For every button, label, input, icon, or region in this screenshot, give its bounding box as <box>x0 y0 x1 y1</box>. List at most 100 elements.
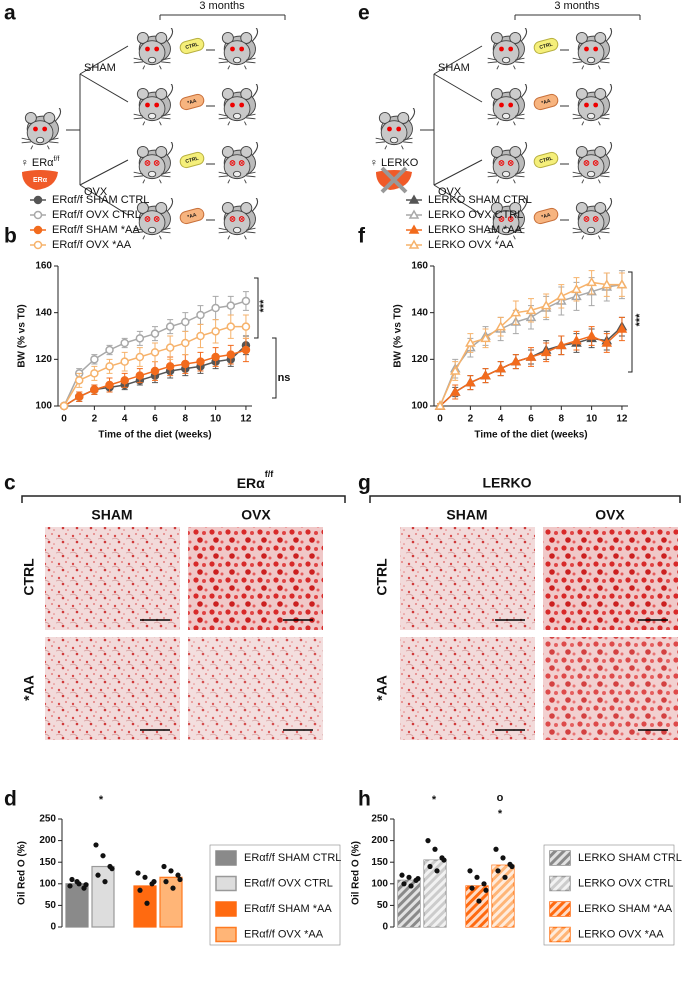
mouse <box>572 28 613 70</box>
marker <box>434 400 446 410</box>
histology-title: ERαf/f <box>237 469 275 490</box>
marker <box>465 337 476 347</box>
treatment-label: *AA <box>541 98 552 106</box>
marker <box>510 356 522 366</box>
marker <box>465 377 476 387</box>
marker <box>196 331 205 341</box>
y-tick-label: 250 <box>39 814 56 825</box>
legend-marker <box>408 194 420 204</box>
legend-swatch <box>215 875 237 892</box>
marker <box>74 376 84 385</box>
data-point <box>425 838 431 844</box>
legend-marker <box>408 239 420 249</box>
treatment-pill <box>533 37 559 55</box>
column-label: SHAM <box>446 507 487 523</box>
y-tick-label: 200 <box>371 835 388 846</box>
x-tick-label: 8 <box>559 414 565 425</box>
y-tick-label: 100 <box>39 878 56 889</box>
annotation: * <box>498 808 503 820</box>
diagram: 3 months SHAM OVX ♀ LERKO <box>370 0 641 216</box>
x-tick-label: 0 <box>61 414 67 425</box>
data-point <box>142 874 148 880</box>
mouse <box>218 28 259 70</box>
genotype: ♀ ERαf/f <box>21 156 60 169</box>
marker <box>135 352 145 362</box>
x-tick-label: 12 <box>240 414 252 425</box>
y-tick-label: 160 <box>411 261 428 272</box>
y-tick-label: 0 <box>50 922 56 933</box>
marker <box>90 369 99 378</box>
data-point <box>109 866 115 872</box>
y-tick-label: 100 <box>411 401 428 412</box>
marker <box>480 370 491 380</box>
chart: BW (% vs T0) 100 120 140 160 *** ns 0 2 4 6 8 10 12 Ti… <box>17 194 291 441</box>
marker <box>226 301 236 310</box>
treatment-label: *AA <box>187 212 198 220</box>
marker <box>196 357 205 366</box>
bar <box>159 876 183 928</box>
legend-hatch <box>550 876 570 891</box>
duration: 3 months <box>554 0 600 12</box>
row-label: *AA <box>21 675 37 701</box>
column-label: OVX <box>595 507 625 523</box>
y-axis-label: Oil Red O (%) <box>17 841 28 905</box>
marker <box>571 283 582 294</box>
data-point <box>69 876 75 883</box>
marker <box>586 330 597 340</box>
marker <box>74 392 84 401</box>
x-tick-label: 4 <box>122 414 128 425</box>
data-point <box>100 853 106 859</box>
annotation: *** <box>258 299 270 313</box>
marker <box>226 322 236 331</box>
data-point <box>476 898 482 904</box>
treatment-pill <box>533 207 559 225</box>
marker <box>241 322 251 331</box>
mouse <box>487 84 528 126</box>
annotation: o <box>497 792 504 804</box>
mouse <box>133 142 174 184</box>
y-tick-label: 120 <box>411 354 428 365</box>
bar-hatch <box>398 880 420 927</box>
legend-hatch <box>550 851 570 865</box>
marker <box>90 355 99 364</box>
micrograph <box>188 637 323 740</box>
row-label: CTRL <box>374 558 390 596</box>
marker <box>211 327 220 336</box>
x-tick-label: 0 <box>437 414 443 425</box>
y-tick-label: 0 <box>382 922 388 933</box>
legend-hatch <box>550 902 570 916</box>
legend-label: ERαf/f OVX CTRL <box>52 209 141 221</box>
panel-label: c <box>4 472 16 495</box>
data-point <box>67 883 73 889</box>
marker <box>241 296 251 306</box>
marker <box>241 345 251 355</box>
data-point <box>432 846 438 852</box>
mouse <box>487 28 528 70</box>
data-point <box>483 887 489 893</box>
data-point <box>151 879 157 885</box>
annotation: * <box>432 794 437 806</box>
legend-marker <box>33 210 43 220</box>
marker <box>196 310 205 320</box>
legend-marker <box>33 240 43 250</box>
data-point <box>102 879 108 885</box>
marker <box>571 335 582 345</box>
y-tick-label: 50 <box>377 900 389 911</box>
legend-label: ERαf/f SHAM CTRL <box>244 852 341 864</box>
legend-label: ERαf/f OVX *AA <box>244 928 324 940</box>
row-label: *AA <box>374 675 390 701</box>
bar <box>133 885 157 928</box>
mouse <box>218 198 259 240</box>
marker <box>495 363 506 373</box>
marker <box>601 337 613 347</box>
treatment-label: *AA <box>541 212 552 220</box>
y-axis-label: BW (% vs T0) <box>17 304 28 367</box>
data-point <box>177 876 183 883</box>
legend-label: LERKO SHAM *AA <box>578 903 673 915</box>
y-tick-label: 140 <box>35 307 52 318</box>
treatment-pill <box>533 93 559 111</box>
mouse <box>133 28 174 70</box>
panel-label: b <box>4 225 17 248</box>
marker <box>105 345 114 355</box>
